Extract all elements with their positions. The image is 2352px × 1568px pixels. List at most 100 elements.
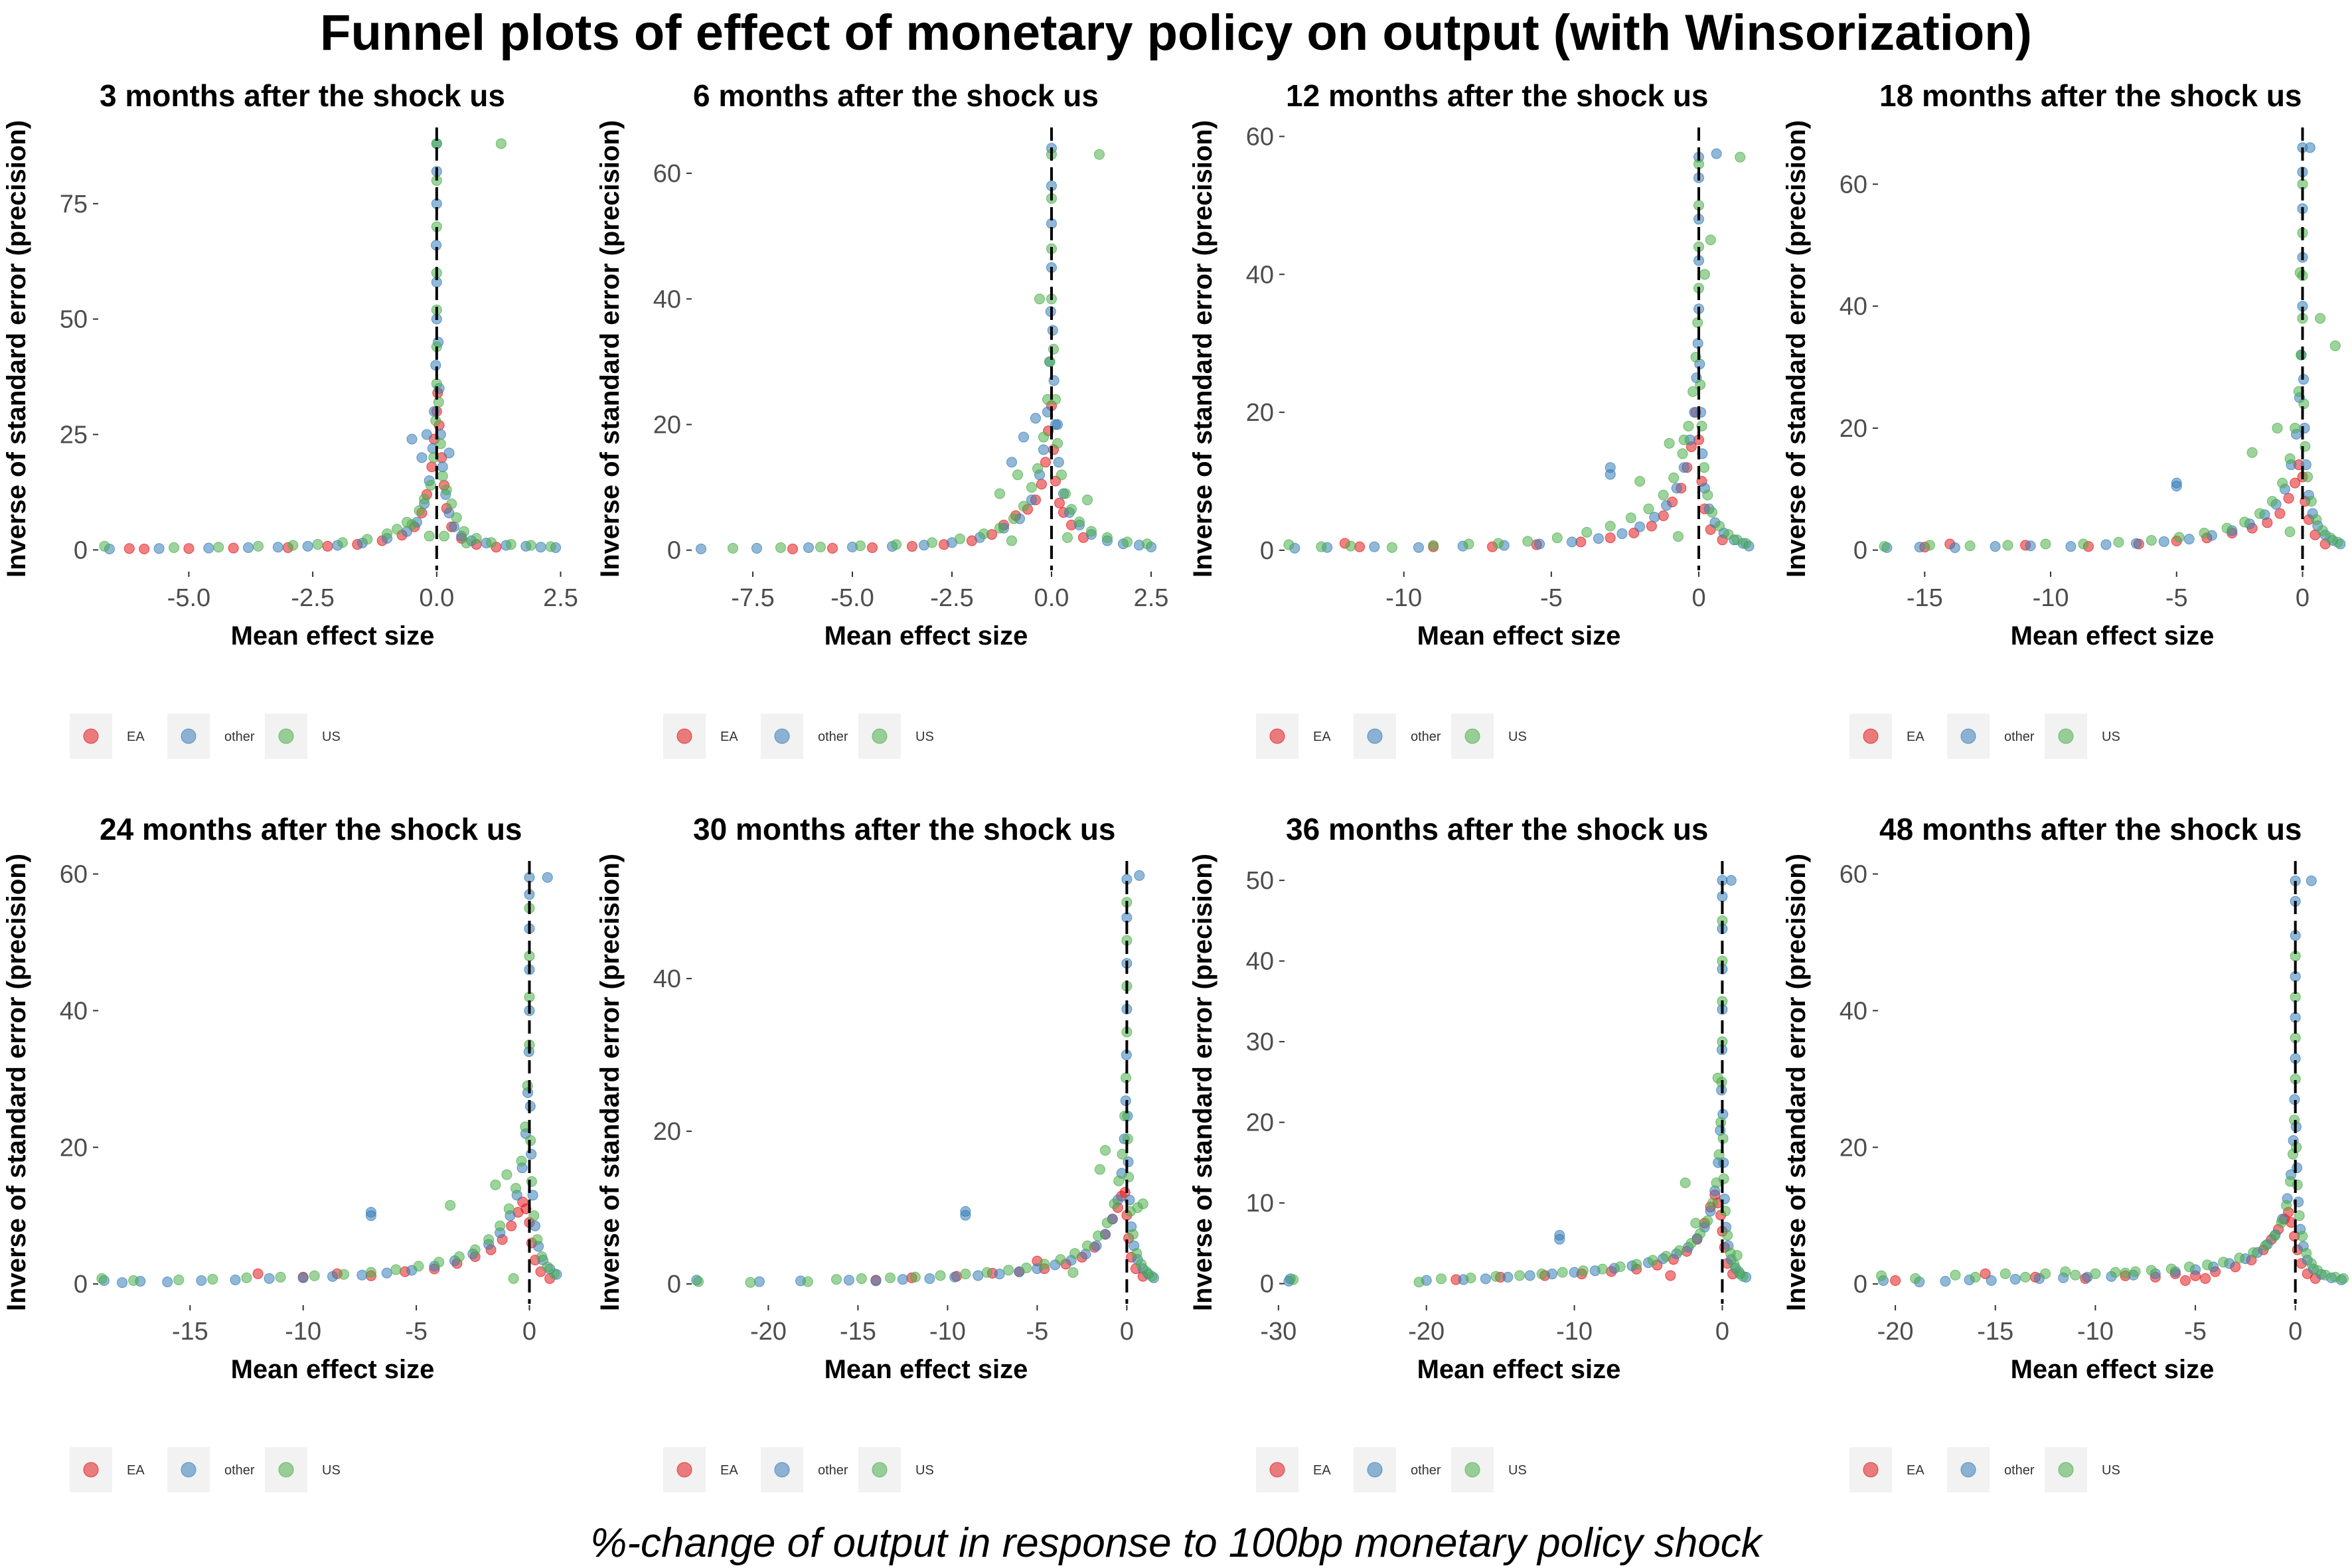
point-US-12 [2165, 1263, 2177, 1275]
point-US-26 [2306, 496, 2317, 507]
point-US-27 [1702, 489, 1713, 501]
point-other-1 [117, 1277, 128, 1289]
legend-label: other [818, 1463, 848, 1478]
point-US-35 [2312, 1265, 2323, 1276]
point-US-39 [2060, 1266, 2071, 1277]
point-US-16 [1695, 1228, 1705, 1239]
legend: EA other US [1849, 714, 2120, 759]
y-axis-label: Inverse of standard error (precision) [595, 854, 625, 1311]
point-US-13 [419, 493, 430, 505]
main-title: Funnel plots of effect of monetary polic… [320, 5, 2032, 61]
x-tick-label: -20 [1877, 1318, 1914, 1346]
legend-key-US [2058, 728, 2074, 744]
point-US-27 [528, 1210, 540, 1221]
point-US-38 [1735, 151, 1746, 163]
point-US-30 [1722, 1229, 1733, 1241]
point-other-7 [2131, 538, 2142, 549]
point-other-4 [870, 1275, 882, 1287]
point-other-6 [1524, 1270, 1535, 1281]
point-US-31 [1731, 534, 1743, 546]
point-US-2 [1345, 540, 1356, 552]
point-US-3 [207, 1273, 218, 1285]
points-layer [1283, 875, 1752, 1288]
point-other-5 [230, 1274, 241, 1285]
y-tick-label: 0 [1853, 537, 1867, 565]
point-other-33 [1018, 431, 1029, 443]
legend-label: US [322, 1463, 341, 1478]
point-US-16 [2234, 1253, 2245, 1264]
point-US-1 [1910, 1273, 1921, 1284]
point-other-3 [843, 1275, 854, 1286]
y-tick-label: 60 [1840, 861, 1867, 889]
x-tick-label: -5 [405, 1318, 428, 1346]
y-tick-label: 40 [60, 997, 88, 1025]
point-US-9 [390, 1264, 402, 1275]
figure-caption: %-change of output in response to 100bp … [590, 1520, 1762, 1566]
x-tick-label: -5.0 [830, 584, 874, 612]
point-EA-3 [228, 542, 239, 554]
point-other-25 [1695, 407, 1707, 418]
legend-label: EA [1907, 1463, 1924, 1478]
point-EA-17 [1054, 497, 1065, 509]
point-US-10 [1614, 1261, 1626, 1273]
point-US-16 [2290, 422, 2301, 433]
point-US-13 [1055, 1254, 1066, 1265]
point-US-0 [96, 1273, 108, 1284]
point-EA-19 [1665, 1270, 1676, 1281]
point-US-39 [461, 537, 472, 548]
y-tick-label: 0 [667, 1271, 681, 1298]
point-other-38 [542, 872, 553, 883]
point-US-34 [525, 540, 536, 551]
point-US-32 [1741, 538, 1752, 549]
x-tick-label: -10 [2077, 1318, 2114, 1346]
point-US-35 [1094, 1164, 1105, 1175]
point-US-40 [2120, 1267, 2131, 1279]
point-US-16 [1093, 1230, 1104, 1241]
point-US-13 [2266, 496, 2278, 507]
point-US-32 [490, 1179, 501, 1190]
points-layer [96, 872, 562, 1289]
point-US-27 [441, 484, 452, 495]
point-US-38 [2337, 1273, 2349, 1284]
point-other-7 [1566, 536, 1577, 548]
point-other-7 [949, 1271, 961, 1283]
point-US-8 [2173, 532, 2185, 543]
point-US-2 [1436, 1273, 1447, 1285]
point-US-14 [2277, 477, 2288, 489]
point-US-10 [2221, 522, 2233, 534]
legend-key-EA [1269, 1462, 1285, 1478]
legend-label: EA [1313, 730, 1331, 744]
point-other-8 [973, 1270, 984, 1281]
points-layer [691, 870, 1159, 1288]
legend-key-EA [83, 728, 99, 744]
legend-key-other [1960, 728, 1976, 744]
point-US-30 [1723, 528, 1734, 540]
point-EA-11 [2283, 493, 2294, 504]
legend-label: EA [720, 1463, 738, 1478]
point-US-2 [815, 541, 826, 552]
legend-key-EA [1863, 728, 1879, 744]
point-US-17 [1101, 1217, 1113, 1229]
x-tick-label: -15 [172, 1318, 208, 1346]
point-US-32 [485, 537, 497, 548]
legend: EA other US [663, 714, 934, 759]
point-EA-11 [1036, 479, 1047, 490]
point-EA-5 [1575, 536, 1587, 548]
point-US-2 [213, 542, 224, 553]
point-other-3 [1990, 541, 2001, 552]
y-tick-label: 60 [60, 861, 88, 889]
point-US-10 [1003, 1265, 1014, 1276]
point-other-10 [1634, 521, 1646, 532]
legend: EA other US [1256, 714, 1527, 759]
legend-key-US [278, 1462, 294, 1478]
x-tick-label: -5.0 [167, 584, 210, 612]
panel-title: 3 months after the shock us [100, 78, 505, 113]
point-US-11 [433, 1257, 445, 1268]
point-other-36 [1711, 148, 1722, 159]
point-US-4 [1428, 540, 1439, 551]
point-US-1 [1316, 541, 1327, 552]
point-US-32 [1136, 1259, 1146, 1270]
x-tick-label: -15 [1907, 584, 1943, 612]
